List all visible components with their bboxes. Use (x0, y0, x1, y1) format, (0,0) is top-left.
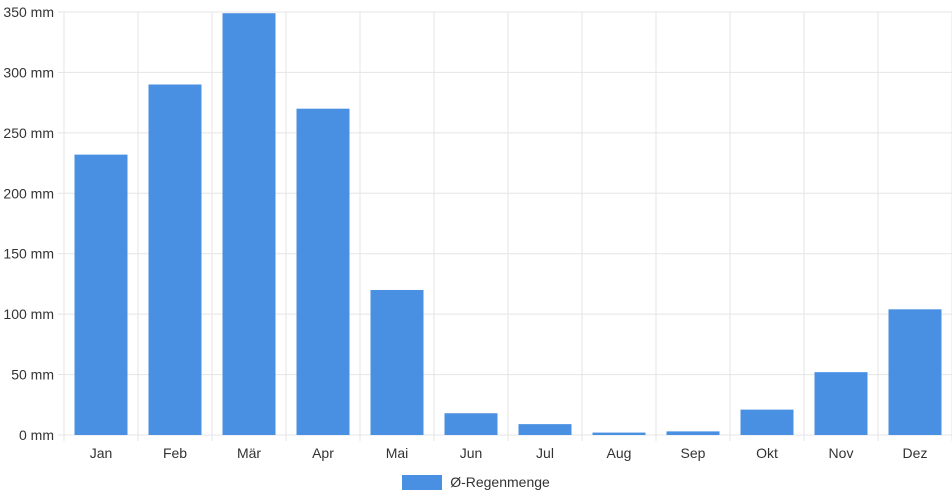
x-tick-label: Feb (163, 445, 187, 461)
y-tick-label: 150 mm (3, 246, 54, 262)
y-axis-ticks: 0 mm 50 mm 100 mm 150 mm 200 mm 250 mm 300 mm 3… (3, 4, 54, 443)
bar (518, 424, 572, 435)
x-tick-label: Dez (903, 445, 928, 461)
bar (888, 309, 942, 435)
bar (296, 108, 350, 435)
bars (74, 13, 942, 436)
bar (74, 154, 128, 435)
legend-label: Ø-Regenmenge (450, 474, 550, 490)
bar (814, 372, 868, 435)
y-tick-label: 350 mm (3, 4, 54, 20)
y-tick-label: 300 mm (3, 64, 54, 80)
bar (148, 84, 202, 435)
x-tick-label: Mär (237, 445, 261, 461)
y-tick-label: 200 mm (3, 185, 54, 201)
bar (370, 289, 424, 435)
legend[interactable]: Ø-Regenmenge (0, 472, 952, 492)
y-tick-label: 250 mm (3, 125, 54, 141)
x-tick-label: Jun (460, 445, 483, 461)
x-tick-label: Apr (312, 445, 334, 461)
x-tick-label: Sep (681, 445, 706, 461)
x-tick-label: Aug (607, 445, 632, 461)
y-tick-label: 0 mm (19, 427, 54, 443)
bar-chart: 0 mm 50 mm 100 mm 150 mm 200 mm 250 mm 300 mm 3… (3, 4, 952, 461)
y-tick-label: 50 mm (11, 367, 54, 383)
grid-lines (58, 11, 952, 441)
y-tick-label: 100 mm (3, 306, 54, 322)
bar (222, 13, 276, 436)
bar (444, 413, 498, 435)
bar (740, 409, 794, 435)
x-axis-ticks: Jan Feb Mär Apr Mai Jun Jul Aug Sep Okt Nov Dez (90, 445, 928, 461)
bar (592, 432, 646, 435)
x-tick-label: Jan (90, 445, 113, 461)
legend-swatch (402, 474, 443, 490)
x-tick-label: Nov (829, 445, 854, 461)
x-tick-label: Mai (386, 445, 409, 461)
bar (666, 431, 720, 435)
x-tick-label: Okt (756, 445, 778, 461)
x-tick-label: Jul (536, 445, 554, 461)
